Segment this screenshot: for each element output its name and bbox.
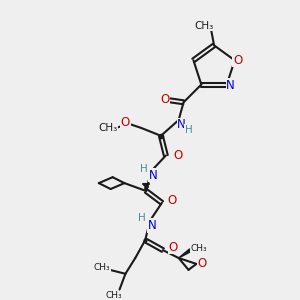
Text: O: O [160,93,170,106]
Text: H: H [140,164,148,174]
Text: H: H [138,213,146,223]
Text: O: O [168,241,177,254]
Text: N: N [148,219,156,232]
Text: O: O [233,54,242,67]
Polygon shape [178,249,191,258]
Text: N: N [177,118,186,131]
Text: O: O [198,257,207,270]
Text: O: O [167,194,176,207]
Text: N: N [148,169,158,182]
Text: CH₃: CH₃ [105,291,122,300]
Text: CH₃: CH₃ [195,21,214,31]
Text: H: H [184,125,192,135]
Text: O: O [173,149,182,162]
Text: CH₃: CH₃ [94,263,110,272]
Text: CH₃: CH₃ [190,244,207,253]
Text: CH₃: CH₃ [98,123,117,133]
Text: O: O [121,116,130,130]
Text: N: N [226,79,235,92]
